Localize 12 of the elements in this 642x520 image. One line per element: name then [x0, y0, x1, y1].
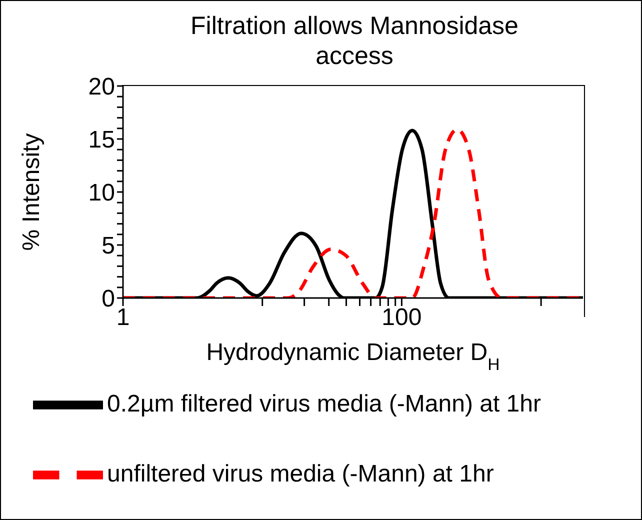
legend-label: unfiltered virus media (-Mann) at 1hr [107, 460, 494, 488]
y-tick-label: 20 [88, 74, 115, 101]
legend-label: 0.2µm filtered virus media (-Mann) at 1hr [107, 390, 541, 418]
y-tick-label: 0 [102, 286, 115, 313]
chart-title: Filtration allows Mannosidase access [190, 11, 520, 71]
y-tick-label: 10 [88, 180, 115, 207]
x-tick-label: 1 [116, 304, 130, 332]
y-tick-label: 5 [102, 232, 115, 260]
y-axis-title: % Intensity [18, 133, 45, 251]
x-tick-label: 100 [382, 304, 422, 332]
y-tick-label: 15 [88, 126, 115, 154]
x-axis-title: Hydrodynamic Diameter D$_{H}$ [206, 339, 500, 374]
